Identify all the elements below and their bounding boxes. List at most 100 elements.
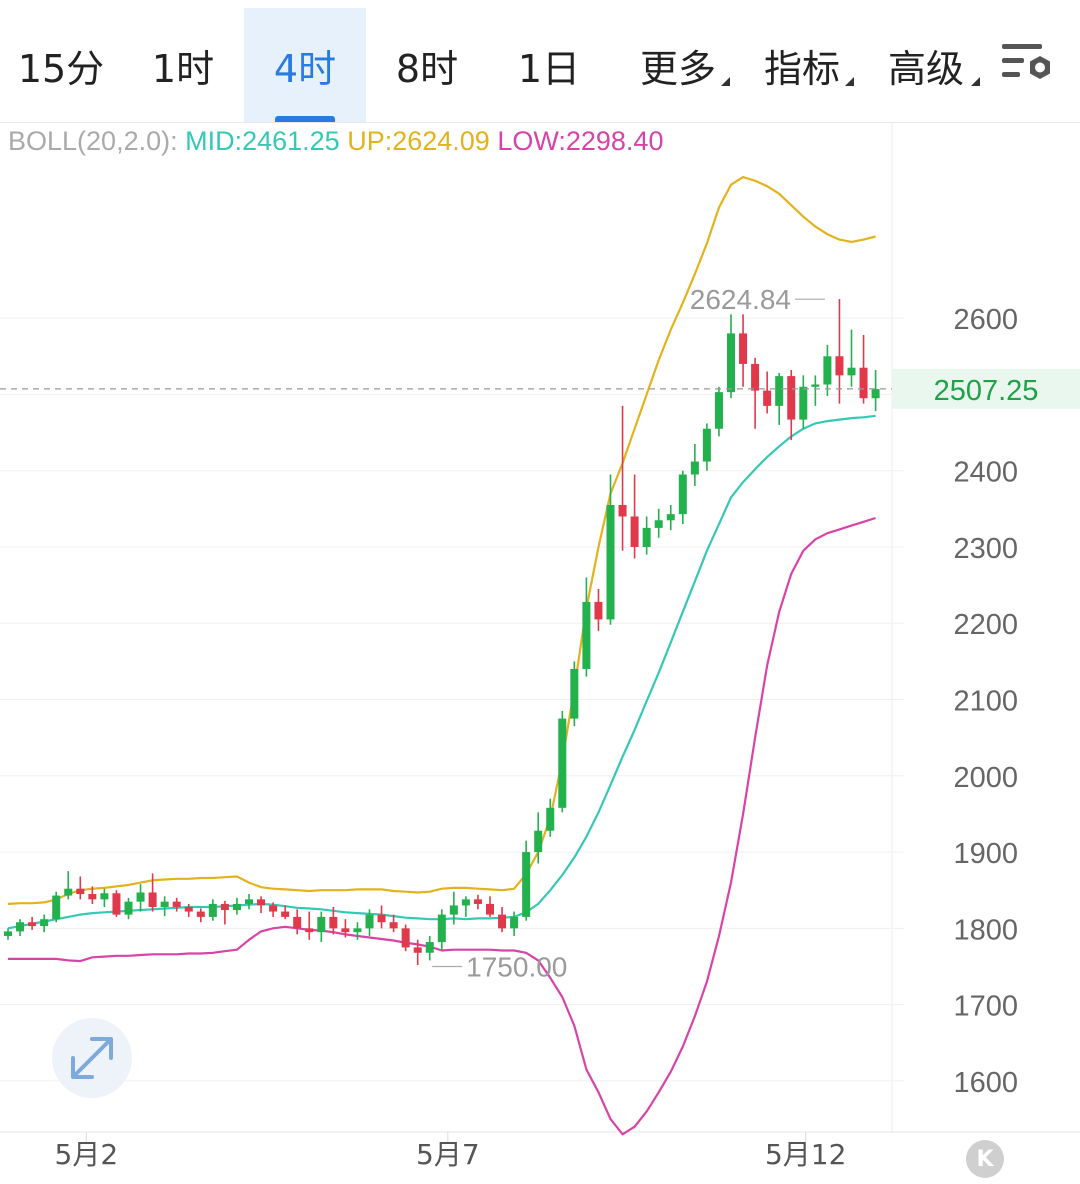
candle [461,896,470,917]
candle-body [100,893,109,900]
candle-body [486,903,494,915]
candle-body [727,333,735,393]
tab-indicators[interactable]: 指标 [752,8,854,122]
annotations: 2507.25 2624.84 1750.00 [0,284,1080,982]
candle [775,373,784,425]
candle [52,891,61,923]
tab-1h[interactable]: 1时 [122,8,244,122]
candle [847,329,856,387]
price-tick-label: 2200 [953,609,1018,641]
candle [40,914,49,933]
candle [220,900,229,925]
candle [136,884,145,912]
candle-body [28,922,37,927]
candle-body [702,428,711,462]
min-price-label: 1750.00 [466,951,567,982]
candle [124,897,133,920]
candle [522,840,531,921]
candle [305,911,314,940]
last-price-label: 2507.25 [934,375,1039,407]
candle [678,470,687,525]
candle-body [449,905,458,915]
candle-body [594,601,603,620]
boll-mid-value: MID:2461.25 [185,126,340,156]
candle [763,371,772,414]
candle-body [76,888,85,895]
candle-body [52,895,61,920]
fullscreen-button[interactable] [52,1018,132,1098]
chart-settings-button[interactable] [998,38,1058,94]
candle-body [498,914,507,929]
candle [76,876,85,900]
boll-low-value: LOW:2298.40 [497,126,664,156]
candle-body [775,376,784,406]
tab-more[interactable]: 更多 [628,8,730,122]
tab-8h[interactable]: 8时 [366,8,488,122]
time-tick-label: 5月7 [416,1138,480,1171]
candle [510,911,519,936]
dropdown-caret-icon [721,77,730,86]
candle [329,906,338,935]
candle-body [16,922,25,932]
candle [232,897,241,915]
tab-advanced[interactable]: 高级 [874,8,980,122]
candle [148,873,157,912]
candle-body [232,903,241,911]
candle-body [88,894,97,900]
tab-1d[interactable]: 1日 [488,8,610,122]
candle [16,919,25,936]
candle [449,891,458,925]
candle [799,375,808,429]
tab-15min[interactable]: 15分 [0,8,122,122]
candle-body [642,527,651,547]
candle-body [196,911,205,917]
candle-body [751,363,760,391]
candle [751,357,760,429]
candle [88,886,97,904]
candle [257,896,266,914]
tab-label: 高级 [887,46,964,91]
candle-body [666,514,675,521]
candle-body [305,928,314,933]
candle-body [148,892,157,907]
candle-body [799,386,808,420]
active-tab-indicator [275,116,335,122]
last-price-tag [892,368,1080,409]
candle [245,894,253,910]
tab-label: 4时 [273,46,337,91]
time-tick-label: 5月2 [55,1138,119,1171]
candle [835,299,844,404]
price-tick-label: 2100 [953,686,1018,718]
candle [196,908,205,923]
candle-body [606,505,615,620]
candle-body [425,942,434,953]
price-tick-label: 2400 [953,457,1018,489]
candle-body [522,852,531,917]
candle-body [618,505,627,517]
candle [666,505,675,531]
candle [630,474,639,559]
candle-body [353,928,362,933]
candle [486,896,494,917]
candle [498,906,507,933]
tab-label: 15分 [17,46,105,91]
candle-body [257,899,266,906]
chart-settings-gear-icon [1002,44,1050,79]
candle-body [437,914,446,943]
candle-body [64,888,73,896]
candle-body [546,807,555,831]
candle-body [582,601,591,670]
candle-body [534,830,543,853]
candle [654,508,663,538]
candle-body [811,384,820,387]
price-tick-label: 1900 [953,838,1018,870]
price-tick-label: 2000 [953,762,1018,794]
candle [606,474,615,625]
candle [690,443,699,486]
tab-4h[interactable]: 4时 [244,8,366,122]
boll-mid-line [7,414,876,930]
max-price-label: 2624.84 [690,284,791,315]
candle [618,405,627,551]
time-tick-label: 5月12 [765,1138,846,1171]
